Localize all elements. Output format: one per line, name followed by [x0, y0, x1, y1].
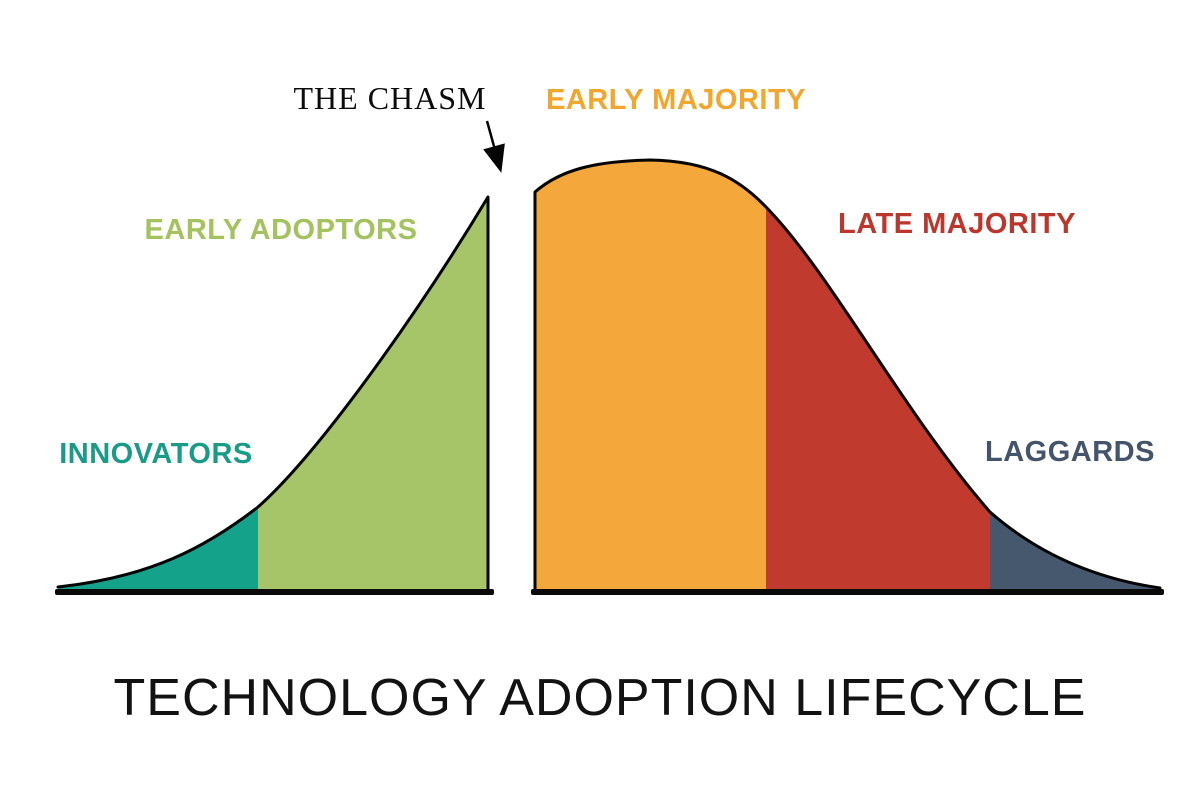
chasm-label: THE CHASM	[293, 80, 487, 116]
right-curve-outline	[533, 158, 1162, 592]
late-majority-segment	[766, 207, 990, 592]
early-adopters-segment	[258, 197, 488, 592]
diagram-title: TECHNOLOGY ADOPTION LIFECYCLE	[113, 669, 1087, 727]
left-curve-outline	[56, 195, 490, 592]
baseline-right	[531, 589, 1164, 595]
baseline-left	[55, 589, 494, 595]
chasm-arrow	[483, 120, 505, 173]
early-adopters-label: EARLY ADOPTORS	[144, 214, 418, 246]
early-majority-segment	[535, 160, 766, 592]
laggards-label: LAGGARDS	[985, 436, 1155, 468]
late-majority-label: LATE MAJORITY	[838, 208, 1076, 240]
laggards-segment	[990, 512, 1160, 592]
early-majority-label: EARLY MAJORITY	[546, 84, 806, 116]
innovators-label: INNOVATORS	[59, 438, 253, 470]
innovators-segment	[58, 507, 258, 592]
